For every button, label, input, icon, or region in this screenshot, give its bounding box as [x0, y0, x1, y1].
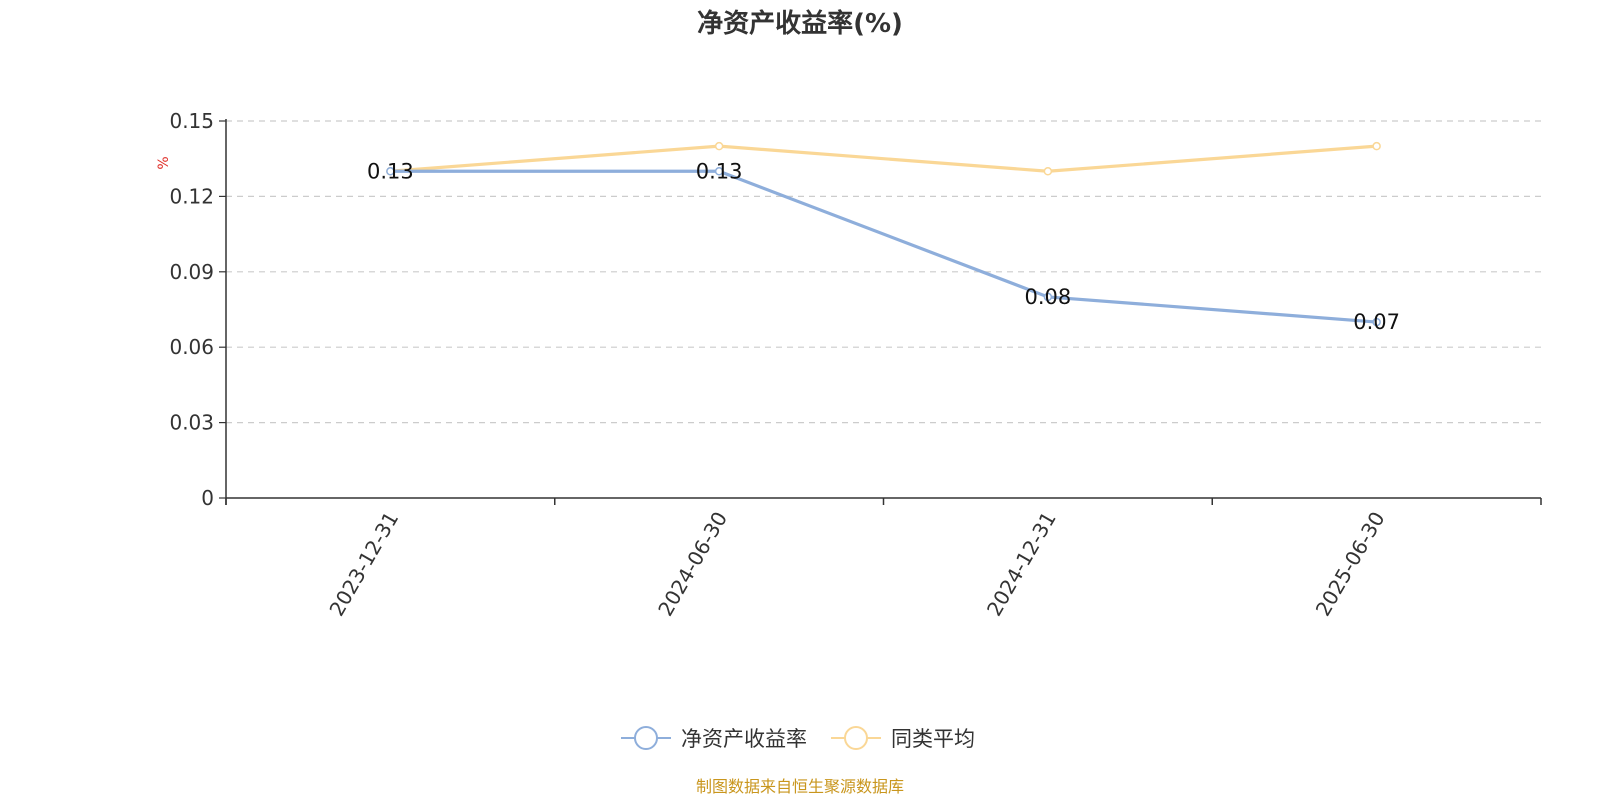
data-label: 0.08 [1024, 285, 1071, 309]
y-axis-unit-label: % [156, 156, 172, 169]
series-lines [386, 141, 1381, 327]
x-tick-label: 2024-06-30 [653, 508, 732, 621]
data-labels: 0.13 0.13 0.08 0.07 [367, 159, 1400, 334]
data-label: 0.07 [1353, 310, 1400, 334]
axes: 0 0.03 0.06 0.09 0.12 0.15 2023-12-31 2024-06-3… [169, 109, 1542, 621]
y-tick-label: 0.15 [169, 109, 214, 133]
chart-title: 净资产收益率(%) [697, 8, 903, 39]
series-line [388, 144, 1379, 173]
y-tick-label: 0.03 [169, 411, 214, 435]
y-tick-label: 0.12 [169, 184, 214, 208]
x-tick-label: 2024-12-31 [982, 508, 1061, 621]
data-point [1043, 292, 1053, 302]
data-label: 0.13 [367, 159, 414, 183]
data-point [386, 167, 395, 176]
data-point [1372, 141, 1381, 151]
legend-label: 同类平均 [891, 727, 975, 751]
data-point [714, 141, 724, 151]
x-tick-label: 2025-06-30 [1311, 508, 1390, 621]
legend-label: 净资产收益率 [681, 727, 807, 751]
data-point [1372, 317, 1381, 327]
data-label: 0.13 [696, 159, 743, 183]
legend-swatch-marker [844, 726, 868, 750]
x-tick-label: 2023-12-31 [324, 508, 403, 621]
data-source-note: 制图数据来自恒生聚源数据库 [696, 777, 904, 796]
y-tick-label: 0.06 [169, 335, 214, 359]
data-point [1043, 167, 1053, 176]
legend: 净资产收益率 同类平均 [621, 726, 975, 751]
y-tick-label: 0.09 [169, 260, 214, 284]
y-tick-label: 0 [201, 486, 214, 510]
data-point [714, 167, 724, 176]
legend-swatch-marker [634, 726, 658, 750]
series-line [388, 169, 1379, 324]
grid-lines [226, 120, 1546, 424]
